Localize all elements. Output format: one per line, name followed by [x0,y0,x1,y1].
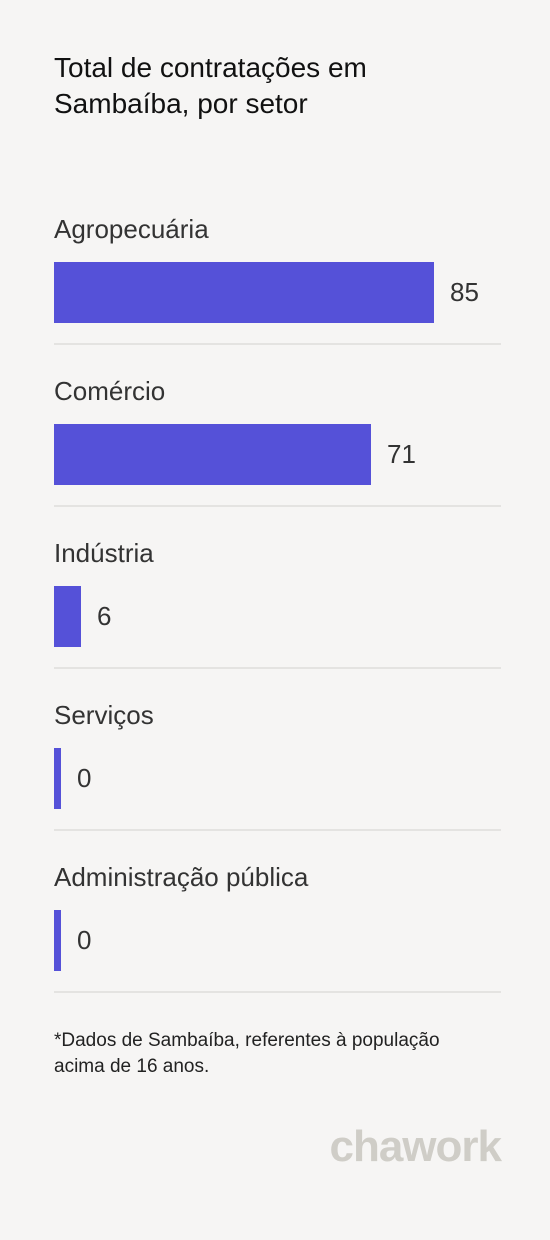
bar-row: Administração pública 0 [54,860,501,1022]
bar-track: 0 [54,748,501,809]
bar-track: 0 [54,910,501,971]
bar-value-label: 0 [77,763,92,793]
row-divider [54,505,501,507]
category-label: Administração pública [54,862,309,892]
bar [54,262,434,323]
bar-track: 71 [54,424,501,485]
bar-row: Serviços 0 [54,698,501,860]
bar-track: 6 [54,586,501,647]
category-label: Indústria [54,538,154,568]
row-divider [54,991,501,993]
bar-chart: Agropecuária 85 Comércio 71 Indústria 6 Serviç… [54,212,501,1022]
bar [54,748,61,809]
footnote: *Dados de Sambaíba, referentes à populaç… [54,1030,440,1077]
row-divider [54,667,501,669]
bar-row: Indústria 6 [54,536,501,698]
category-label: Serviços [54,700,154,730]
row-divider [54,829,501,831]
bar-value-label: 6 [97,601,112,631]
bar [54,424,371,485]
bar-value-label: 71 [387,439,416,469]
bar-row: Agropecuária 85 [54,212,501,374]
brand-logo: chawork [329,1122,502,1171]
bar [54,586,81,647]
category-label: Comércio [54,376,166,406]
chart-title: Total de contratações em Sambaíba, por s… [54,52,367,119]
category-label: Agropecuária [54,214,209,244]
bar-value-label: 85 [450,277,479,307]
row-divider [54,343,501,345]
bar-row: Comércio 71 [54,374,501,536]
bar [54,910,61,971]
bar-track: 85 [54,262,501,323]
bar-value-label: 0 [77,925,92,955]
